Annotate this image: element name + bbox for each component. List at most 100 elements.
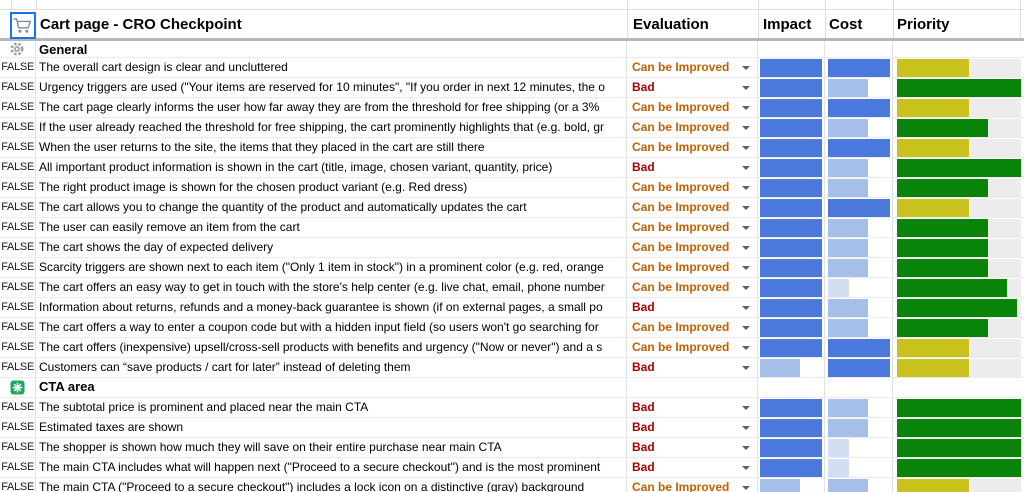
checkbox-cell[interactable]: FALSE bbox=[0, 438, 36, 457]
dropdown-arrow-icon[interactable] bbox=[742, 146, 750, 150]
dropdown-arrow-icon[interactable] bbox=[742, 186, 750, 190]
dropdown-arrow-icon[interactable] bbox=[742, 246, 750, 250]
evaluation-dropdown[interactable]: Can be Improved bbox=[627, 478, 758, 492]
dropdown-arrow-icon[interactable] bbox=[742, 406, 750, 410]
evaluation-dropdown[interactable]: Can be Improved bbox=[627, 238, 758, 257]
priority-cell bbox=[893, 298, 1024, 317]
dropdown-arrow-icon[interactable] bbox=[742, 206, 750, 210]
checkbox-cell[interactable]: FALSE bbox=[0, 158, 36, 177]
checkbox-cell[interactable]: FALSE bbox=[0, 98, 36, 117]
checkbox-cell[interactable]: FALSE bbox=[0, 138, 36, 157]
dropdown-arrow-icon[interactable] bbox=[742, 106, 750, 110]
cost-cell bbox=[825, 98, 893, 117]
evaluation-dropdown[interactable]: Can be Improved bbox=[627, 198, 758, 217]
evaluation-dropdown[interactable]: Bad bbox=[627, 438, 758, 457]
evaluation-dropdown[interactable]: Can be Improved bbox=[627, 278, 758, 297]
selected-cell[interactable] bbox=[0, 10, 36, 39]
checkbox-cell[interactable]: FALSE bbox=[0, 78, 36, 97]
evaluation-dropdown[interactable]: Can be Improved bbox=[627, 218, 758, 237]
checkbox-cell[interactable]: FALSE bbox=[0, 58, 36, 77]
checklist-text-cell: The cart shows the day of expected deliv… bbox=[36, 238, 627, 257]
dropdown-arrow-icon[interactable] bbox=[742, 346, 750, 350]
evaluation-dropdown[interactable]: Can be Improved bbox=[627, 58, 758, 77]
dropdown-arrow-icon[interactable] bbox=[742, 86, 750, 90]
dropdown-arrow-icon[interactable] bbox=[742, 66, 750, 70]
checkbox-cell[interactable]: FALSE bbox=[0, 398, 36, 417]
evaluation-value: Can be Improved bbox=[632, 200, 730, 214]
cost-bar bbox=[828, 259, 869, 277]
evaluation-value: Can be Improved bbox=[632, 480, 730, 492]
dropdown-arrow-icon[interactable] bbox=[742, 466, 750, 470]
evaluation-dropdown[interactable]: Can be Improved bbox=[627, 98, 758, 117]
checkbox-cell[interactable]: FALSE bbox=[0, 118, 36, 137]
checkbox-cell[interactable]: FALSE bbox=[0, 238, 36, 257]
priority-bar bbox=[897, 359, 969, 377]
dropdown-arrow-icon[interactable] bbox=[742, 286, 750, 290]
evaluation-dropdown[interactable]: Can be Improved bbox=[627, 338, 758, 357]
checklist-text-cell: When the user returns to the site, the i… bbox=[36, 138, 627, 157]
evaluation-dropdown[interactable]: Bad bbox=[627, 358, 758, 377]
checklist-text-cell: The user can easily remove an item from … bbox=[36, 218, 627, 237]
page-title[interactable]: Cart page - CRO Checkpoint bbox=[40, 16, 242, 33]
evaluation-dropdown[interactable]: Can be Improved bbox=[627, 118, 758, 137]
evaluation-dropdown[interactable]: Can be Improved bbox=[627, 138, 758, 157]
evaluation-dropdown[interactable]: Can be Improved bbox=[627, 178, 758, 197]
evaluation-dropdown[interactable]: Bad bbox=[627, 158, 758, 177]
dropdown-arrow-icon[interactable] bbox=[742, 326, 750, 330]
dropdown-arrow-icon[interactable] bbox=[742, 366, 750, 370]
priority-track bbox=[897, 259, 1021, 277]
dropdown-arrow-icon[interactable] bbox=[742, 306, 750, 310]
impact-bar bbox=[760, 179, 822, 197]
dropdown-arrow-icon[interactable] bbox=[742, 426, 750, 430]
evaluation-value: Can be Improved bbox=[632, 140, 730, 154]
checkbox-cell[interactable]: FALSE bbox=[0, 358, 36, 377]
cost-cell bbox=[825, 258, 893, 277]
table-row: FALSE Customers can “save products / cart… bbox=[0, 358, 1024, 378]
evaluation-dropdown[interactable]: Bad bbox=[627, 298, 758, 317]
checklist-text-cell: Scarcity triggers are shown next to each… bbox=[36, 258, 627, 277]
priority-bar bbox=[897, 199, 969, 217]
dropdown-arrow-icon[interactable] bbox=[742, 126, 750, 130]
priority-bar bbox=[897, 179, 988, 197]
evaluation-dropdown[interactable]: Can be Improved bbox=[627, 318, 758, 337]
dropdown-arrow-icon[interactable] bbox=[742, 226, 750, 230]
priority-bar bbox=[897, 259, 988, 277]
evaluation-dropdown[interactable]: Bad bbox=[627, 398, 758, 417]
checkbox-cell[interactable]: FALSE bbox=[0, 318, 36, 337]
evaluation-dropdown[interactable]: Bad bbox=[627, 78, 758, 97]
frozen-row-divider bbox=[0, 38, 1024, 41]
priority-track bbox=[897, 399, 1021, 417]
impact-bar bbox=[760, 299, 822, 317]
checkbox-cell[interactable]: FALSE bbox=[0, 298, 36, 317]
checkbox-cell[interactable]: FALSE bbox=[0, 338, 36, 357]
dropdown-arrow-icon[interactable] bbox=[742, 486, 750, 490]
gear-icon bbox=[9, 41, 25, 57]
cost-cell bbox=[825, 58, 893, 77]
impact-bar bbox=[760, 479, 801, 492]
evaluation-value: Can be Improved bbox=[632, 180, 730, 194]
priority-bar bbox=[897, 139, 969, 157]
dropdown-arrow-icon[interactable] bbox=[742, 446, 750, 450]
checklist-text-cell: The main CTA includes what will happen n… bbox=[36, 458, 627, 477]
section-title: CTA area bbox=[36, 378, 627, 397]
evaluation-dropdown[interactable]: Can be Improved bbox=[627, 258, 758, 277]
evaluation-value: Can be Improved bbox=[632, 120, 730, 134]
checkbox-cell[interactable]: FALSE bbox=[0, 178, 36, 197]
checkbox-cell[interactable]: FALSE bbox=[0, 278, 36, 297]
dropdown-arrow-icon[interactable] bbox=[742, 266, 750, 270]
checkbox-cell[interactable]: FALSE bbox=[0, 418, 36, 437]
priority-bar bbox=[897, 99, 969, 117]
checkbox-cell[interactable]: FALSE bbox=[0, 478, 36, 492]
impact-bar bbox=[760, 139, 822, 157]
evaluation-dropdown[interactable]: Bad bbox=[627, 418, 758, 437]
evaluation-value: Bad bbox=[632, 460, 655, 474]
evaluation-dropdown[interactable]: Bad bbox=[627, 458, 758, 477]
dropdown-arrow-icon[interactable] bbox=[742, 166, 750, 170]
checkbox-cell[interactable]: FALSE bbox=[0, 458, 36, 477]
cost-bar bbox=[828, 99, 890, 117]
checkbox-cell[interactable]: FALSE bbox=[0, 258, 36, 277]
checkbox-cell[interactable]: FALSE bbox=[0, 218, 36, 237]
impact-bar bbox=[760, 79, 822, 97]
impact-bar bbox=[760, 459, 822, 477]
checkbox-cell[interactable]: FALSE bbox=[0, 198, 36, 217]
